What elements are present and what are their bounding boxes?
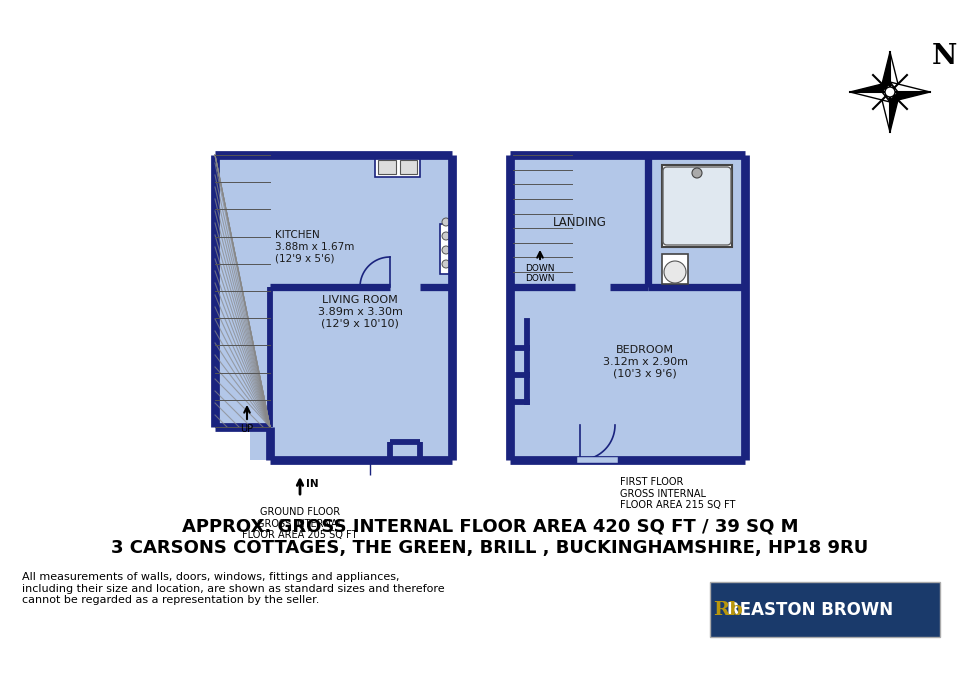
Polygon shape	[880, 52, 890, 92]
Text: DOWN: DOWN	[525, 264, 555, 273]
Text: BEDROOM
3.12m x 2.90m
(10'3 x 9'6): BEDROOM 3.12m x 2.90m (10'3 x 9'6)	[603, 345, 688, 379]
Bar	[510, 287, 745, 460]
Circle shape	[442, 218, 450, 226]
Text: KITCHEN
3.88m x 1.67m
(12'9 x 5'6): KITCHEN 3.88m x 1.67m (12'9 x 5'6)	[275, 230, 355, 263]
Polygon shape	[890, 52, 900, 92]
Bar	[270, 155, 452, 460]
Text: All measurements of walls, doors, windows, fittings and appliances,
including th: All measurements of walls, doors, window…	[22, 572, 445, 606]
Bar	[250, 427, 270, 460]
FancyBboxPatch shape	[710, 582, 940, 637]
Text: LANDING: LANDING	[553, 215, 607, 228]
Bar	[375, 157, 420, 177]
FancyBboxPatch shape	[663, 167, 731, 245]
Circle shape	[442, 260, 450, 268]
Bar	[662, 254, 688, 284]
Text: FIRST FLOOR
GROSS INTERNAL
FLOOR AREA 215 SQ FT: FIRST FLOOR GROSS INTERNAL FLOOR AREA 21…	[620, 477, 735, 510]
Text: IN: IN	[306, 479, 318, 489]
Bar	[400, 160, 417, 174]
Bar	[215, 155, 270, 427]
Circle shape	[442, 232, 450, 240]
Polygon shape	[880, 92, 890, 132]
Bar	[510, 155, 648, 287]
Circle shape	[692, 168, 702, 178]
Ellipse shape	[664, 261, 686, 283]
Text: REASTON BROWN: REASTON BROWN	[727, 601, 893, 619]
Text: GROUND FLOOR
GROSS INTERNAL
FLOOR AREA 205 SQ FT: GROUND FLOOR GROSS INTERNAL FLOOR AREA 2…	[242, 507, 358, 540]
Bar	[378, 160, 396, 174]
Text: LIVING ROOM
3.89m x 3.30m
(12'9 x 10'10): LIVING ROOM 3.89m x 3.30m (12'9 x 10'10)	[318, 295, 403, 329]
Circle shape	[885, 87, 895, 97]
Text: APPROX. GROSS INTERNAL FLOOR AREA 420 SQ FT / 39 SQ M: APPROX. GROSS INTERNAL FLOOR AREA 420 SQ…	[181, 517, 799, 535]
Text: DOWN: DOWN	[525, 274, 555, 283]
Text: 3 CARSONS COTTAGES, THE GREEN, BRILL , BUCKINGHAMSHIRE, HP18 9RU: 3 CARSONS COTTAGES, THE GREEN, BRILL , B…	[112, 539, 868, 557]
Bar	[648, 155, 745, 287]
Polygon shape	[890, 92, 900, 132]
Bar	[662, 165, 732, 247]
Polygon shape	[890, 92, 930, 102]
Text: Rb: Rb	[713, 601, 743, 619]
Bar	[440, 224, 452, 274]
Polygon shape	[890, 82, 930, 92]
Polygon shape	[850, 92, 890, 102]
Circle shape	[442, 246, 450, 254]
Text: N: N	[931, 44, 956, 71]
Text: UP: UP	[240, 424, 254, 434]
Polygon shape	[850, 82, 890, 92]
